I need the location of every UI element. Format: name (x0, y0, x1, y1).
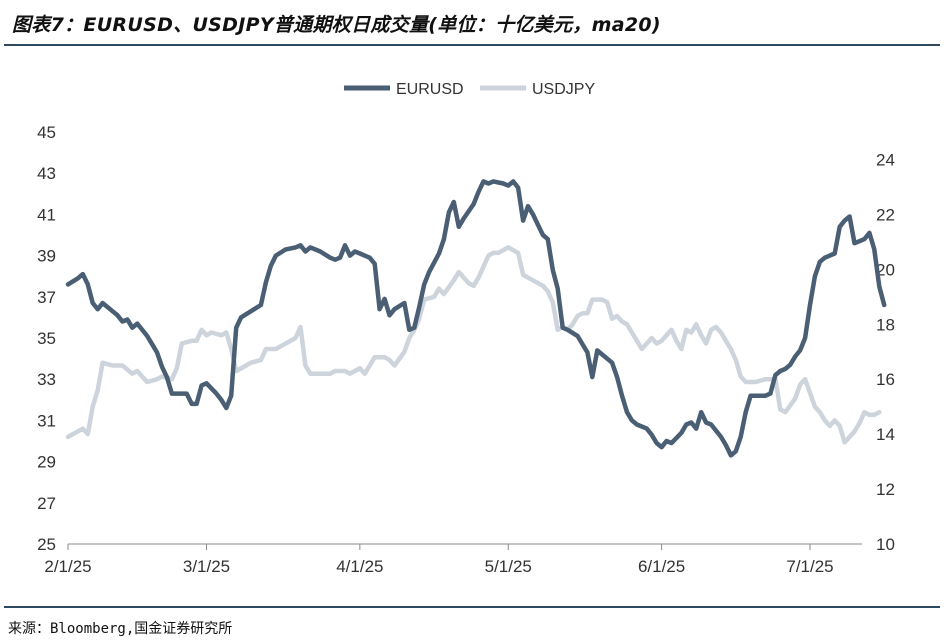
chart-legend: EURUSD USDJPY (344, 81, 595, 98)
right-y-axis: 10 12 14 16 18 20 22 24 (876, 151, 895, 555)
x-axis: 2/1/25 3/1/25 4/1/25 5/1/25 6/1/25 7/1/25 (44, 543, 862, 576)
right-y-tick-label: 14 (876, 425, 895, 444)
right-y-tick-label: 16 (876, 370, 895, 389)
left-y-tick-label: 35 (37, 329, 56, 348)
right-y-tick-label: 12 (876, 480, 895, 499)
dual-axis-line-chart: EURUSD USDJPY 25 27 29 31 33 35 37 39 41 43 45 10 12… (37, 81, 895, 576)
right-y-tick-label: 22 (876, 205, 895, 224)
right-y-tick-label: 20 (876, 260, 895, 279)
right-y-tick-label: 24 (876, 151, 895, 170)
left-y-tick-label: 33 (37, 370, 56, 389)
series-line-eurusd (65, 179, 887, 458)
series-line-usdjpy (65, 245, 882, 445)
left-y-tick-label: 43 (37, 164, 56, 183)
right-y-tick-label: 10 (876, 535, 895, 554)
source-note: 来源：Bloomberg,国金证券研究所 (8, 621, 233, 637)
left-y-tick-label: 27 (37, 494, 56, 513)
x-tick-label: 4/1/25 (336, 557, 383, 576)
x-tick-label: 6/1/25 (638, 557, 685, 576)
right-y-tick-label: 18 (876, 315, 895, 334)
source-divider (4, 606, 940, 608)
legend-label-usdjpy: USDJPY (532, 81, 595, 98)
x-tick-label: 7/1/25 (786, 557, 833, 576)
left-y-tick-label: 45 (37, 123, 56, 142)
title-divider (4, 44, 940, 46)
left-y-axis: 25 27 29 31 33 35 37 39 41 43 45 (37, 123, 56, 554)
left-y-tick-label: 31 (37, 411, 56, 430)
legend-label-eurusd: EURUSD (396, 81, 464, 98)
x-tick-label: 3/1/25 (183, 557, 230, 576)
left-y-tick-label: 25 (37, 535, 56, 554)
left-y-tick-label: 41 (37, 205, 56, 224)
series-lines (65, 179, 887, 458)
figure-title: 图表7：EURUSD、USDJPY普通期权日成交量(单位：十亿美元，ma20) (12, 14, 661, 36)
left-y-tick-label: 29 (37, 453, 56, 472)
x-tick-label: 2/1/25 (44, 557, 91, 576)
left-y-tick-label: 37 (37, 288, 56, 307)
left-y-tick-label: 39 (37, 247, 56, 266)
x-tick-label: 5/1/25 (485, 557, 532, 576)
